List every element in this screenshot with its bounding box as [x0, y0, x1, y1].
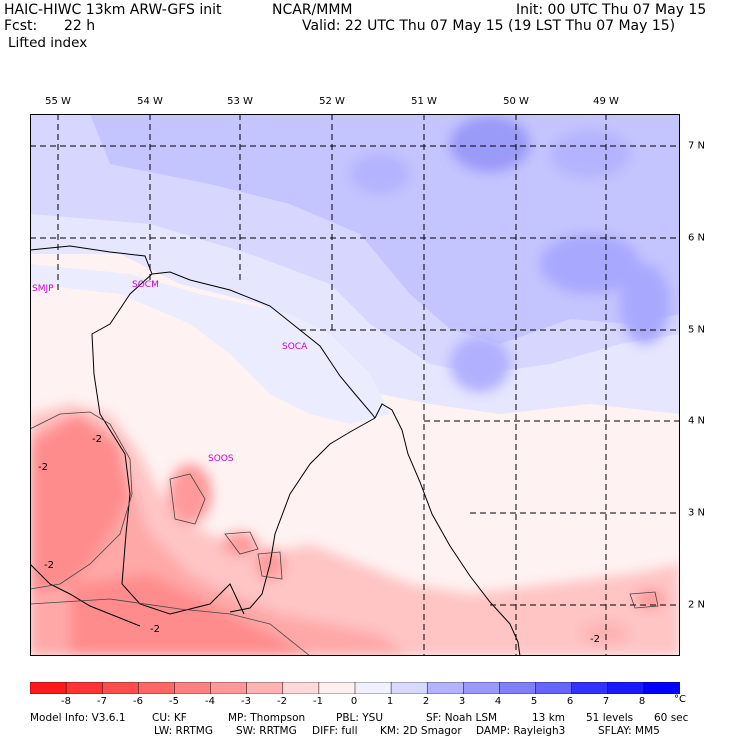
- legend-value: 6: [566, 696, 574, 707]
- legend-swatch: [571, 682, 609, 694]
- coastline-west: [30, 245, 153, 275]
- valid-time: Valid: 22 UTC Thu 07 May 15 (19 LST Thu …: [302, 18, 676, 34]
- legend-swatch: [426, 682, 465, 694]
- longwave-scheme: LW: RRTMG: [154, 725, 213, 737]
- lon-label: 49 W: [593, 96, 619, 107]
- legend-swatch: [210, 682, 248, 694]
- station-labels: SMJP SOCM SOCA SOOS: [32, 280, 308, 464]
- legend-swatch: [643, 682, 680, 694]
- legend-value: 0: [350, 696, 358, 707]
- legend-swatch: [138, 682, 176, 694]
- lat-label: 4 N: [688, 415, 706, 427]
- cumulus-scheme: CU: KF: [152, 712, 187, 724]
- legend-swatch: [607, 682, 645, 694]
- lon-label: 51 W: [411, 96, 437, 107]
- contour-labels: -2 -2 -2 -2 -2: [38, 434, 600, 645]
- surface-scheme: SF: Noah LSM: [426, 712, 498, 724]
- legend-value: -3: [241, 696, 251, 707]
- legend-swatch: [101, 682, 140, 694]
- legend-unit: °C: [674, 694, 686, 705]
- contour-minus2: [30, 411, 659, 656]
- lon-label: 53 W: [227, 96, 253, 107]
- lat-label: 3 N: [688, 507, 706, 519]
- contour-label: -2: [590, 634, 600, 645]
- graticule: [30, 114, 680, 656]
- station-label: SOOS: [208, 454, 234, 464]
- lat-label: 5 N: [688, 324, 706, 336]
- legend-swatch: [282, 682, 320, 694]
- legend-value: -8: [61, 696, 71, 707]
- legend-value: -1: [313, 696, 323, 707]
- field-name: Lifted index: [8, 35, 88, 51]
- microphysics-scheme: MP: Thompson: [228, 712, 306, 724]
- legend-swatch: [246, 682, 284, 694]
- contour-label: -2: [92, 434, 102, 445]
- legend-value: -7: [97, 696, 107, 707]
- station-label: SOCA: [282, 342, 308, 352]
- legend-value: 1: [386, 696, 394, 707]
- legend-value: 5: [530, 696, 538, 707]
- legend-swatch: [390, 682, 428, 694]
- legend-color-bar: [30, 682, 680, 694]
- surface-layer-scheme: SFLAY: MM5: [598, 725, 660, 737]
- legend-swatch: [30, 682, 67, 694]
- legend-value: -5: [169, 696, 179, 707]
- legend-value: 8: [638, 696, 646, 707]
- lat-label: 6 N: [688, 232, 706, 244]
- init-time: Init: 00 UTC Thu 07 May 15: [516, 2, 707, 18]
- legend-value: -6: [133, 696, 143, 707]
- contour-label: -2: [44, 560, 54, 571]
- lon-label: 55 W: [45, 96, 71, 107]
- forecast-hour: 22 h: [64, 18, 96, 34]
- damping-option: DAMP: Rayleigh3: [476, 725, 566, 737]
- contour-label: -2: [38, 462, 48, 473]
- lat-label: 7 N: [688, 140, 706, 152]
- station-label: SMJP: [32, 284, 54, 294]
- eddy-coefficient-option: KM: 2D Smagor: [380, 725, 462, 737]
- lon-label: 54 W: [137, 96, 163, 107]
- lon-label: 52 W: [319, 96, 345, 107]
- map-frame: [30, 114, 680, 656]
- lat-label: 2 N: [688, 599, 706, 611]
- legend-value: 3: [458, 696, 466, 707]
- legend-value: -2: [277, 696, 287, 707]
- vertical-levels: 51 levels: [586, 712, 634, 724]
- legend-value: 4: [494, 696, 502, 707]
- border-east: [374, 403, 521, 656]
- time-step: 60 sec: [654, 712, 689, 724]
- contour-label: -2: [150, 624, 160, 635]
- pbl-scheme: PBL: YSU: [336, 712, 384, 724]
- legend-value: 2: [422, 696, 430, 707]
- org-label: NCAR/MMM: [272, 2, 353, 18]
- lifted-index-map: SMJP SOCM SOCA SOOS -2 -2 -2 -2 -2: [30, 114, 680, 656]
- shortwave-scheme: SW: RRTMG: [236, 725, 297, 737]
- forecast-label: Fcst:: [4, 18, 38, 34]
- model-title: HAIC-HIWC 13km ARW-GFS init: [4, 2, 222, 18]
- grid-resolution: 13 km: [532, 712, 566, 724]
- legend-swatch: [174, 682, 212, 694]
- station-label: SOCM: [132, 280, 159, 290]
- legend-swatch: [65, 682, 103, 694]
- border-south-west: [30, 563, 141, 627]
- lon-label: 50 W: [503, 96, 529, 107]
- model-info: Model Info: V3.6.1: [30, 712, 126, 724]
- diffusion-option: DIFF: full: [312, 725, 358, 737]
- legend-swatch: [535, 682, 573, 694]
- border-west-interior: [91, 273, 245, 615]
- border-south: [229, 417, 376, 613]
- legend-value: -4: [205, 696, 215, 707]
- legend-swatch: [499, 682, 537, 694]
- legend-swatch: [354, 682, 392, 694]
- legend-swatch: [318, 682, 356, 694]
- legend-value: 7: [602, 696, 610, 707]
- legend-swatch: [463, 682, 501, 694]
